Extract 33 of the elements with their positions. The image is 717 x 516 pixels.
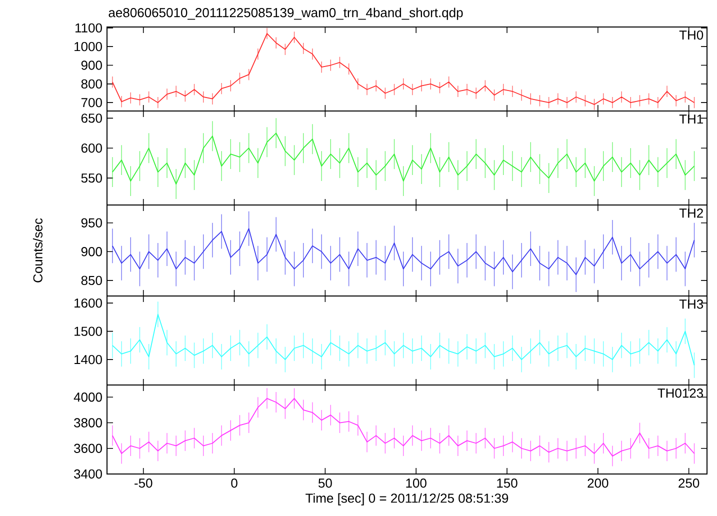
y-tick-label: 1000: [74, 42, 102, 52]
y-tick-label: 900: [81, 247, 102, 256]
x-tick-label: 250: [678, 478, 700, 488]
y-tick-label: 3600: [74, 444, 102, 453]
x-tick-label: 50: [318, 478, 332, 488]
text: TH1: [679, 114, 703, 124]
text: TH0: [679, 30, 704, 40]
y-tick-label: 650: [81, 114, 102, 123]
y-tick-label: 900: [81, 60, 102, 70]
y-tick-label: 950: [81, 218, 102, 228]
y-tick-label: 3400: [74, 469, 102, 479]
x-tick-label: -50: [134, 478, 152, 488]
y-tick-label: 550: [81, 173, 102, 183]
y-tick-label: 1400: [74, 354, 102, 364]
y-tick-label: 800: [81, 79, 102, 89]
x-tick-label: 0: [231, 478, 238, 488]
series-label: TH3: [679, 300, 704, 309]
y-tick-label: 1100: [76, 23, 102, 33]
y-tick-label: 1600: [74, 298, 102, 308]
x-tick-label: 200: [588, 478, 608, 488]
y-tick-label: 600: [81, 144, 102, 153]
x-tick-label: 150: [497, 478, 518, 488]
y-tick-label: 4000: [74, 392, 102, 402]
x-axis-title: Time [sec] 0 = 2011/12/25 08:51:39: [306, 493, 508, 506]
y-tick-label: 850: [81, 276, 102, 286]
y-tick-label: 700: [81, 98, 102, 108]
chart-title: ae806065010_20111225085139_wam0_trn_4band_short.qdp: [108, 8, 463, 20]
text: TH0123: [658, 388, 704, 398]
y-tick-label: 3800: [74, 418, 102, 428]
series-label: TH2: [679, 208, 703, 218]
y-tick-label: 1500: [74, 326, 102, 336]
y-axis-title: Counts/sec: [32, 218, 42, 282]
x-tick-label: 100: [406, 478, 426, 488]
